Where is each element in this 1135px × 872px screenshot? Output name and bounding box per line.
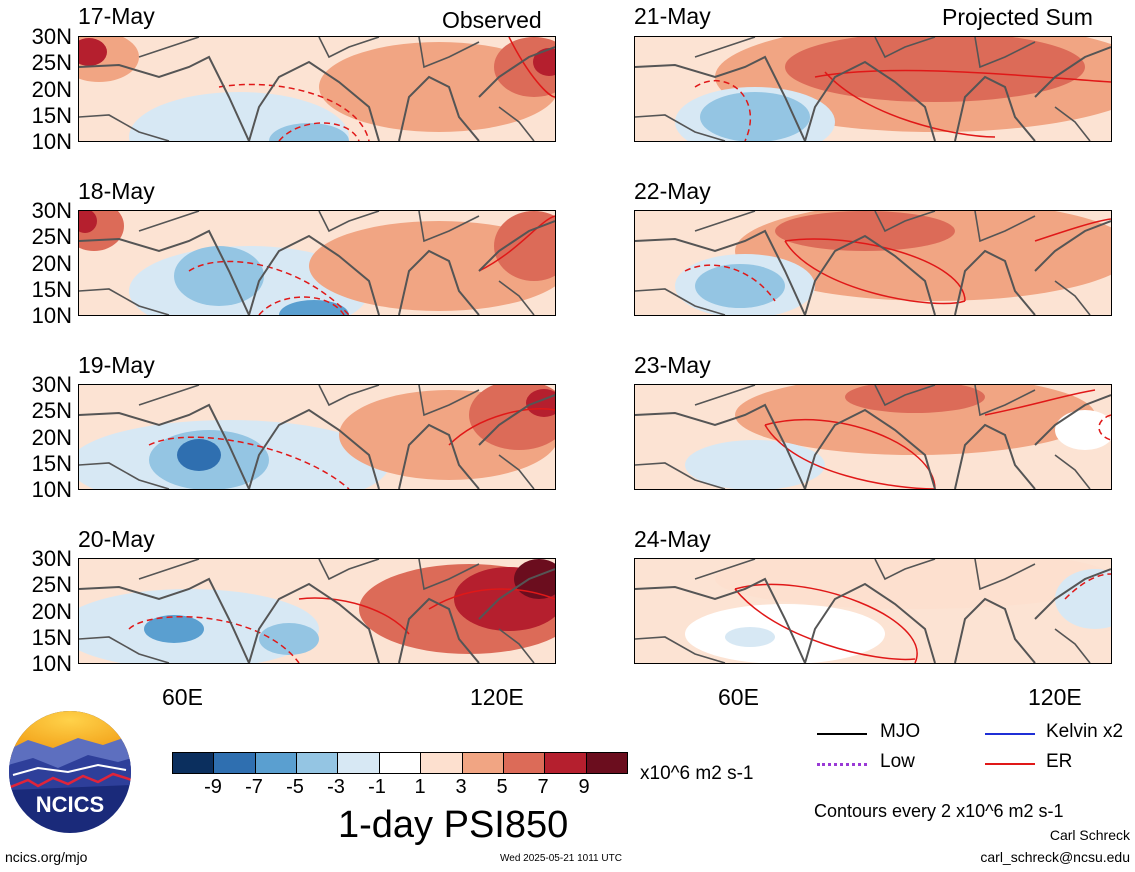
ncics-logo-text: NCICS [36, 792, 104, 817]
color-swatch [297, 753, 339, 773]
legend-low-label: Low [880, 751, 915, 772]
colorbar-label: 9 [578, 776, 590, 798]
lat-label: 30N [31, 372, 72, 397]
lon-label-60e-right: 60E [718, 684, 759, 710]
lat-label: 10N [31, 651, 72, 676]
lat-label: 20N [31, 599, 72, 624]
color-swatch [421, 753, 463, 773]
legend-er-line [985, 763, 1035, 765]
page-title: 1-day PSI850 [338, 804, 569, 846]
date-label-24-may: 24-May [634, 526, 711, 552]
map-panel-17-may [78, 36, 556, 142]
map-panel-19-may [78, 384, 556, 490]
color-swatch [545, 753, 587, 773]
colorbar-label: -5 [286, 776, 304, 798]
contours-note: Contours every 2 x10^6 m2 s-1 [814, 801, 1064, 821]
map-panel-20-may [78, 558, 556, 664]
author-email: carl_schreck@ncsu.edu [980, 849, 1130, 865]
colorbar-label: 3 [455, 776, 467, 798]
colorbar-label: -1 [368, 776, 386, 798]
timestamp: Wed 2025-05-21 1011 UTC [500, 853, 622, 864]
map-panel-23-may [634, 384, 1112, 490]
date-label-20-may: 20-May [78, 526, 155, 552]
lat-label: 15N [31, 277, 72, 302]
date-label-22-may: 22-May [634, 178, 711, 204]
author-name: Carl Schreck [1049, 827, 1130, 843]
date-label-18-may: 18-May [78, 178, 155, 204]
lat-label: 15N [31, 625, 72, 650]
map-panel-18-may [78, 210, 556, 316]
color-swatch [173, 753, 215, 773]
legend-low-line [817, 763, 867, 766]
lat-label: 20N [31, 251, 72, 276]
lat-label: 10N [31, 303, 72, 328]
colorbar-label: -9 [204, 776, 222, 798]
color-swatch [338, 753, 380, 773]
color-swatch [462, 753, 504, 773]
color-swatch [586, 753, 627, 773]
lat-label: 25N [31, 50, 72, 75]
source-url[interactable]: ncics.org/mjo [5, 849, 88, 865]
date-label-17-may: 17-May [78, 3, 155, 29]
legend-er-label: ER [1046, 751, 1073, 772]
colorbar-label: -7 [245, 776, 263, 798]
legend-kelvin-line [985, 733, 1035, 735]
lat-label: 15N [31, 103, 72, 128]
date-label-23-may: 23-May [634, 352, 711, 378]
color-swatch [379, 753, 422, 773]
color-swatch [255, 753, 298, 773]
legend-kelvin-label: Kelvin x2 [1046, 721, 1124, 742]
lat-label: 20N [31, 425, 72, 450]
color-swatch [503, 753, 546, 773]
lat-label: 30N [31, 198, 72, 223]
lat-label: 15N [31, 451, 72, 476]
date-label-21-may: 21-May [634, 3, 711, 29]
colorbar-label: -3 [327, 776, 345, 798]
legend-mjo-line [817, 733, 867, 735]
lat-label: 25N [31, 398, 72, 423]
lat-label: 30N [31, 546, 72, 571]
lat-label: 10N [31, 129, 72, 154]
colorbar-units: x10^6 m2 s-1 [640, 763, 754, 784]
observed-label: Observed [442, 7, 542, 33]
colorbar-label: 7 [537, 776, 549, 798]
projected-sum-label: Projected Sum [942, 4, 1093, 30]
color-swatch [214, 753, 256, 773]
ncics-logo: NCICS [8, 710, 132, 834]
lat-label: 30N [31, 24, 72, 49]
lat-label: 25N [31, 224, 72, 249]
lon-label-60e-left: 60E [162, 684, 203, 710]
map-panel-22-may [634, 210, 1112, 316]
lat-label: 25N [31, 572, 72, 597]
lon-label-120e-left: 120E [470, 684, 524, 710]
color-bar [172, 752, 628, 774]
colorbar-label: 5 [496, 776, 508, 798]
map-panel-21-may [634, 36, 1112, 142]
date-label-19-may: 19-May [78, 352, 155, 378]
lon-label-120e-right: 120E [1028, 684, 1082, 710]
lat-label: 10N [31, 477, 72, 502]
map-panel-24-may [634, 558, 1112, 664]
lat-label: 20N [31, 77, 72, 102]
colorbar-label: 1 [414, 776, 426, 798]
legend-mjo-label: MJO [880, 721, 921, 742]
